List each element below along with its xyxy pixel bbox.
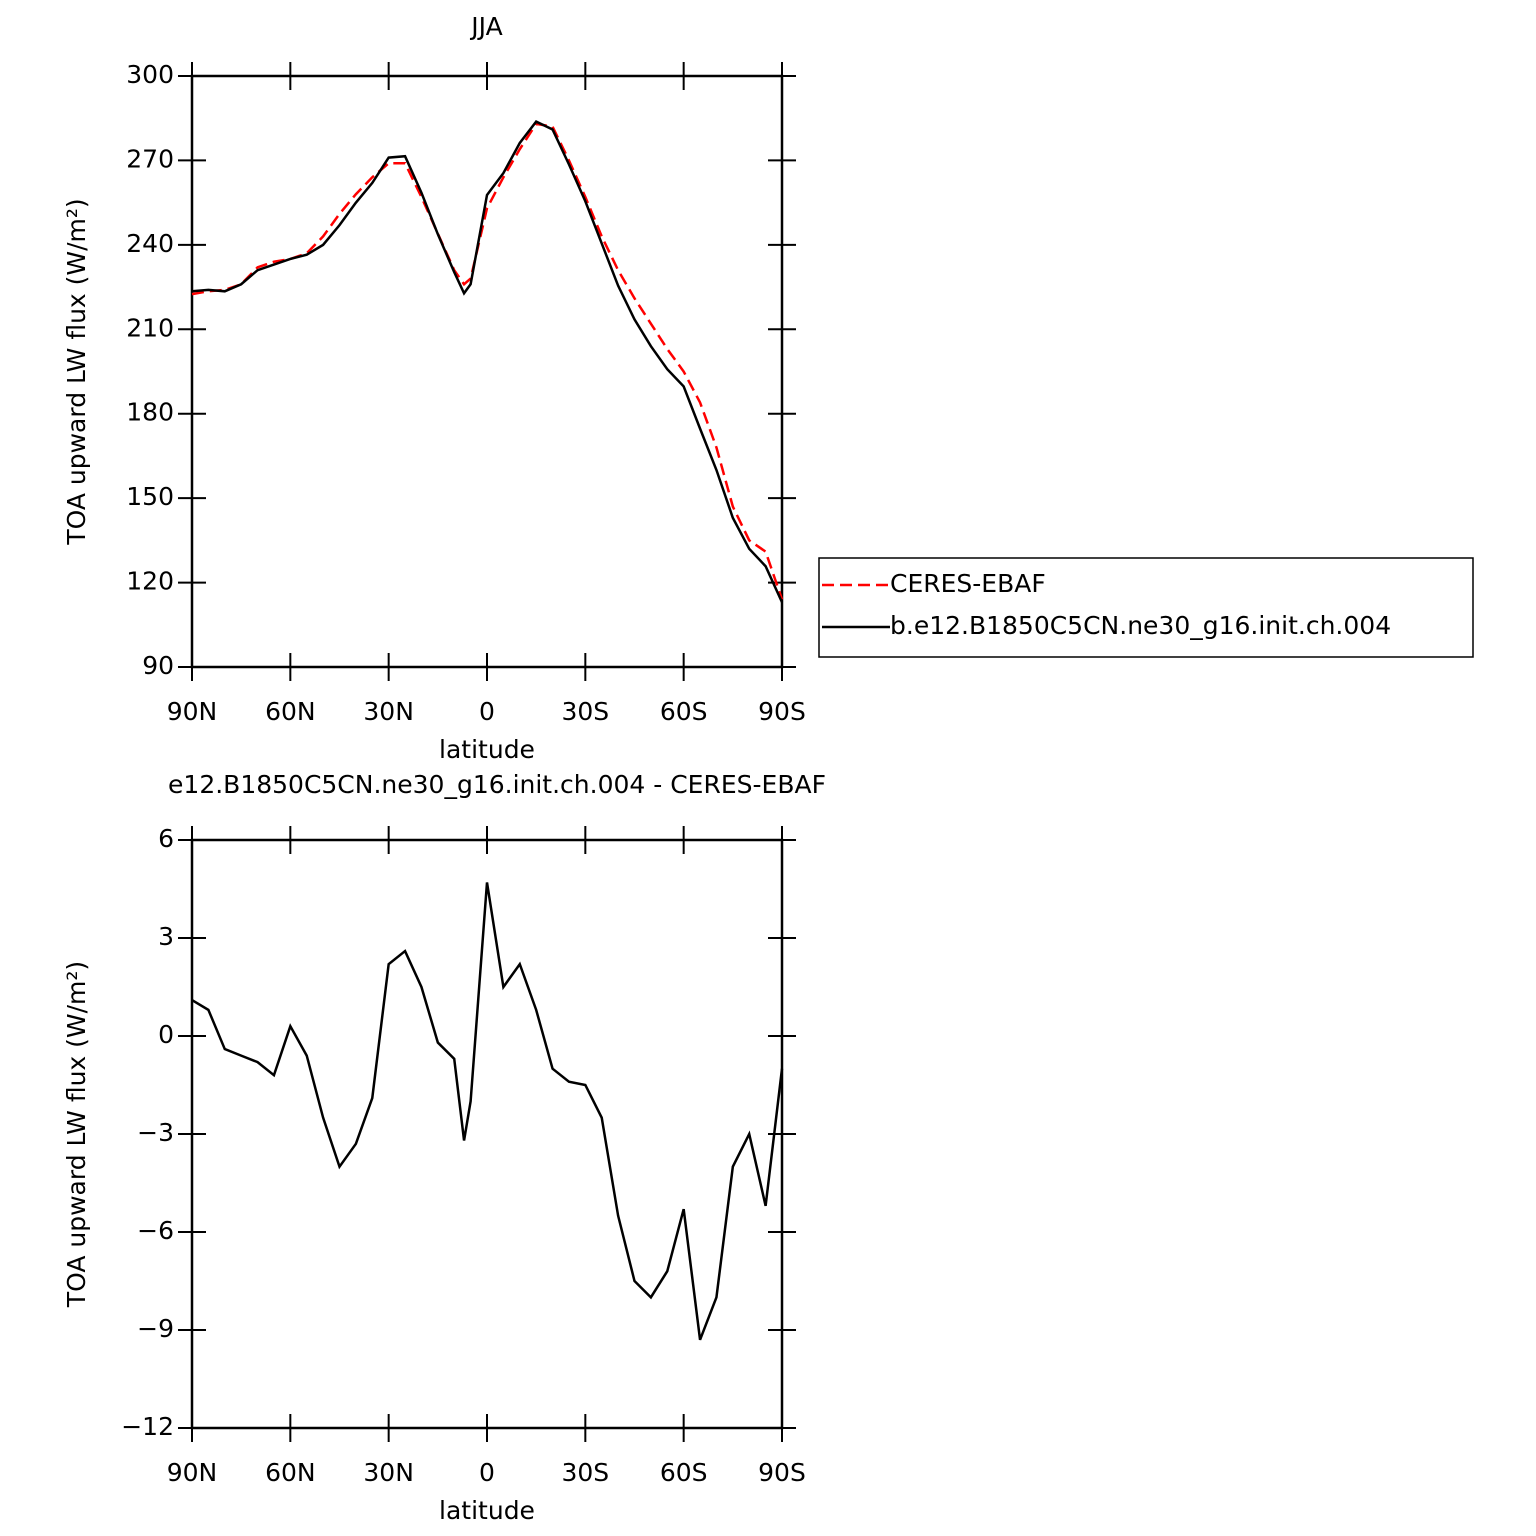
x-tick-label: 90N <box>167 697 218 726</box>
y-tick-label: 90 <box>142 651 174 680</box>
x-tick-label: 0 <box>479 697 495 726</box>
y-tick-label: 3 <box>158 922 174 951</box>
chart-title: JJA <box>469 12 502 41</box>
x-tick-label: 90S <box>758 1458 806 1487</box>
legend-label: b.e12.B1850C5CN.ne30_g16.init.ch.004 <box>890 611 1391 640</box>
y-tick-label: 210 <box>126 313 174 342</box>
x-tick-label: 90N <box>167 1458 218 1487</box>
y-tick-label: −9 <box>137 1314 174 1343</box>
y-tick-label: 270 <box>126 144 174 173</box>
x-tick-label: 60S <box>660 1458 708 1487</box>
x-axis-label: latitude <box>439 1496 535 1525</box>
y-tick-label: 180 <box>126 398 174 427</box>
x-tick-label: 0 <box>479 1458 495 1487</box>
y-tick-label: −3 <box>137 1118 174 1147</box>
x-tick-label: 90S <box>758 697 806 726</box>
y-tick-label: 6 <box>158 824 174 853</box>
legend-box <box>818 557 1474 658</box>
x-tick-label: 30S <box>561 1458 609 1487</box>
y-axis-label: TOA upward LW flux (W/m²) <box>62 961 91 1308</box>
y-tick-label: 240 <box>126 229 174 258</box>
data-line <box>191 882 784 1341</box>
legend-label: CERES-EBAF <box>890 569 1046 598</box>
plot-frame <box>190 838 784 1430</box>
x-tick-label: 60N <box>265 697 316 726</box>
x-tick-label: 30N <box>363 1458 414 1487</box>
y-tick-label: 300 <box>126 60 174 89</box>
y-tick-label: −6 <box>137 1216 174 1245</box>
plot-frame <box>190 74 784 669</box>
y-tick-label: 150 <box>126 482 174 511</box>
chart-title: e12.B1850C5CN.ne30_g16.init.ch.004 - CER… <box>168 770 826 799</box>
x-tick-label: 30N <box>363 697 414 726</box>
x-axis-label: latitude <box>439 735 535 764</box>
y-tick-label: −12 <box>121 1412 174 1441</box>
y-axis-label: TOA upward LW flux (W/m²) <box>62 198 91 545</box>
x-tick-label: 60S <box>660 697 708 726</box>
data-line <box>191 120 784 603</box>
y-tick-label: 120 <box>126 567 174 596</box>
y-tick-label: 0 <box>158 1020 174 1049</box>
x-tick-label: 60N <box>265 1458 316 1487</box>
x-tick-label: 30S <box>561 697 609 726</box>
